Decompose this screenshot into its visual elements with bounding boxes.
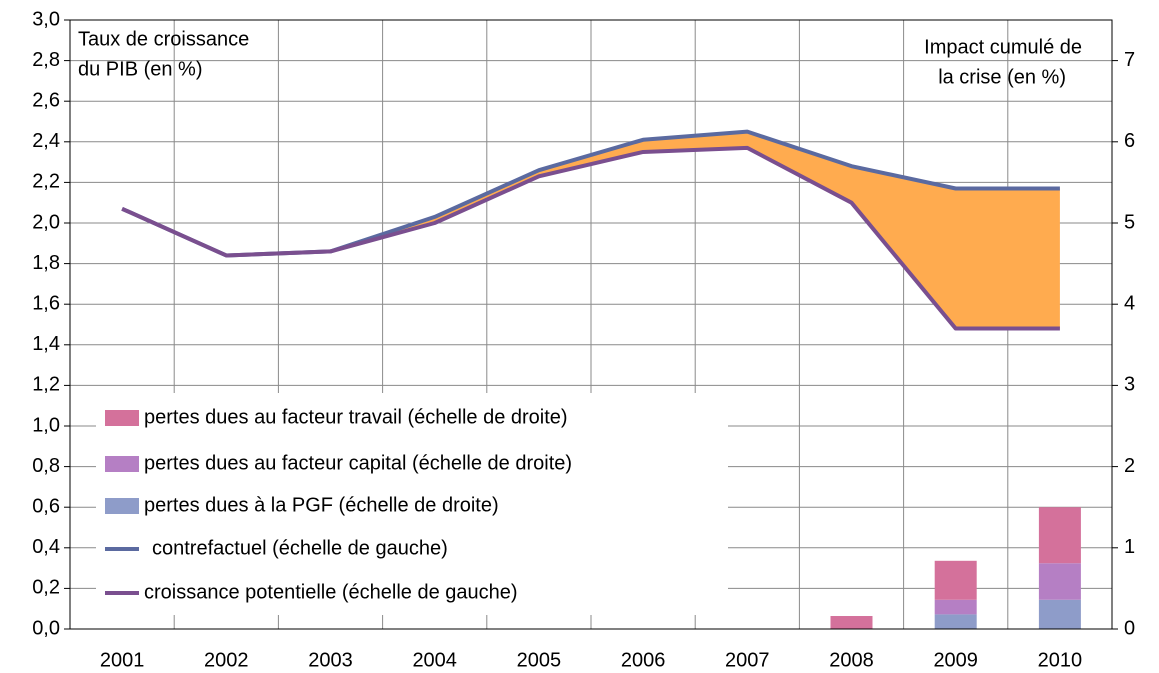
y2-tick-label: 0 <box>1124 617 1135 639</box>
line <box>121 145 1060 331</box>
bar <box>1038 507 1081 564</box>
y2-tick-label: 2 <box>1124 455 1135 477</box>
x-tick-label: 2010 <box>1038 649 1083 671</box>
legend-swatch <box>105 410 139 426</box>
y2-tick-label: 4 <box>1124 292 1135 314</box>
y-tick-label: 2,2 <box>32 171 60 193</box>
bar <box>1038 599 1081 629</box>
area-between <box>122 131 1060 329</box>
y-tick-label: 1,2 <box>32 374 60 396</box>
y2-tick-label: 5 <box>1124 211 1135 233</box>
legend-swatch <box>105 456 139 472</box>
y-tick-label: 1,4 <box>32 333 60 355</box>
x-tick-label: 2008 <box>829 649 874 671</box>
x-tick-label: 2009 <box>933 649 978 671</box>
legend-background <box>96 393 728 615</box>
bar <box>934 560 977 600</box>
bar <box>934 599 977 615</box>
x-tick-label: 2004 <box>412 649 457 671</box>
plot-frame <box>69 19 1113 630</box>
legend-label: pertes dues au facteur travail (échelle … <box>144 406 568 428</box>
bar <box>1038 563 1081 600</box>
x-tick-label: 2001 <box>100 649 145 671</box>
y2-axis-title: la crise (en %) <box>938 66 1066 88</box>
legend-label: pertes dues à la PGF (échelle de droite) <box>144 494 499 516</box>
y-tick-label: 2,0 <box>32 211 60 233</box>
y-axis-title: Taux de croissance <box>78 28 249 50</box>
y-tick-label: 2,4 <box>32 130 60 152</box>
x-tick-label: 2005 <box>517 649 562 671</box>
y2-tick-label: 6 <box>1124 130 1135 152</box>
bar <box>830 616 873 629</box>
y2-tick-label: 1 <box>1124 536 1135 558</box>
x-tick-label: 2007 <box>725 649 770 671</box>
y-tick-label: 1,0 <box>32 414 60 436</box>
y-axis-title: du PIB (en %) <box>78 58 203 80</box>
legend-swatch <box>105 498 139 514</box>
x-tick-label: 2006 <box>621 649 666 671</box>
bar <box>934 614 977 629</box>
legend-label: croissance potentielle (échelle de gauch… <box>144 581 518 603</box>
y-tick-label: 1,8 <box>32 252 60 274</box>
y-tick-label: 2,8 <box>32 49 60 71</box>
y-tick-label: 0,2 <box>32 577 60 599</box>
legend-label: contrefactuel (échelle de gauche) <box>152 537 448 559</box>
y-tick-label: 0,4 <box>32 536 60 558</box>
y-tick-label: 2,6 <box>32 89 60 111</box>
y-tick-label: 0,8 <box>32 455 60 477</box>
y-tick-label: 1,6 <box>32 292 60 314</box>
y2-tick-label: 7 <box>1124 49 1135 71</box>
y-tick-label: 0,6 <box>32 495 60 517</box>
y-tick-label: 0,0 <box>32 617 60 639</box>
x-tick-label: 2002 <box>204 649 249 671</box>
y2-tick-label: 3 <box>1124 374 1135 396</box>
y2-axis-title: Impact cumulé de <box>924 36 1082 58</box>
x-tick-label: 2003 <box>308 649 353 671</box>
legend-label: pertes dues au facteur capital (échelle … <box>144 452 572 474</box>
y-tick-label: 3,0 <box>32 8 60 30</box>
